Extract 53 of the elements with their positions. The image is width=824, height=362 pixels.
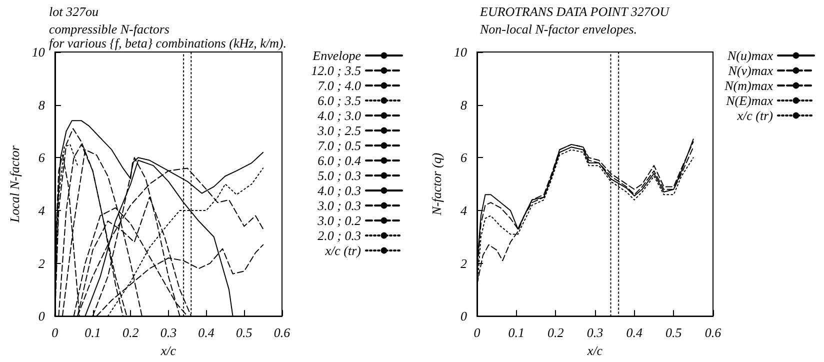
x-tick-label: 0.4 xyxy=(626,325,643,340)
legend-label: 7.0 ; 0.5 xyxy=(318,138,362,153)
legend-label: 6.0 ; 3.5 xyxy=(318,93,362,108)
legend-label: N(u)max xyxy=(726,48,774,63)
y-axis-title: N-factor (q) xyxy=(429,152,444,216)
legend-label: 3.0 ; 0.2 xyxy=(316,213,362,228)
x-tick-label: 0 xyxy=(52,325,59,340)
y-tick-label: 10 xyxy=(454,44,468,60)
legend-label: N(E)max xyxy=(725,93,774,108)
legend-label: 6.0 ; 0.4 xyxy=(318,153,362,168)
x-tick-label: 0.3 xyxy=(586,325,604,340)
legend-label: N(m)max xyxy=(724,78,774,93)
y-tick-label: 8 xyxy=(38,97,46,112)
y-tick-label: 6 xyxy=(460,150,468,166)
y-tick-label: 2 xyxy=(38,256,46,271)
y-tick-label: 4 xyxy=(38,202,46,218)
y-tick-label: 4 xyxy=(460,202,468,218)
legend-label: 3.0 ; 0.3 xyxy=(316,198,362,213)
x-tick-label: 0.4 xyxy=(198,325,215,340)
x-tick-label: 0.6 xyxy=(704,325,722,340)
y-tick-label: 10 xyxy=(32,44,46,60)
x-tick-label: 0.5 xyxy=(236,325,253,340)
x-tick-label: 0.6 xyxy=(274,325,291,340)
y-tick-label: 0 xyxy=(38,308,46,324)
x-tick-label: 0.2 xyxy=(122,325,140,340)
legend-label: 5.0 ; 0.3 xyxy=(318,168,362,183)
x-tick-label: 0.1 xyxy=(84,325,101,340)
legend-label: 12.0 ; 3.5 xyxy=(311,63,362,78)
legend-label: 4.0 ; 0.3 xyxy=(318,183,362,198)
y-axis-title: Local N-factor xyxy=(7,144,22,224)
x-axis-title: x/c xyxy=(586,343,603,358)
y-tick-label: 0 xyxy=(460,308,468,324)
y-tick-label: 8 xyxy=(460,97,468,112)
x-tick-label: 0.1 xyxy=(508,325,524,340)
x-tick-label: 0.2 xyxy=(548,325,564,340)
x-axis-title: x/c xyxy=(160,343,176,358)
legend-label: 4.0 ; 3.0 xyxy=(318,108,362,123)
legend-label: x/c (tr) xyxy=(736,108,773,123)
y-tick-label: 2 xyxy=(460,256,468,271)
x-tick-label: 0.5 xyxy=(666,325,682,340)
y-tick-label: 6 xyxy=(38,150,46,166)
legend-label: Envelope xyxy=(312,48,362,63)
x-tick-label: 0.3 xyxy=(160,325,178,340)
legend-label: x/c (tr) xyxy=(324,243,361,258)
chart-subtitle: compressible N-factors for various {f, beta} combinations (kHz, k/m). xyxy=(49,22,287,50)
legend-label: 2.0 ; 0.3 xyxy=(318,228,362,243)
legend-label: 3.0 ; 2.5 xyxy=(316,123,362,138)
x-tick-label: 0 xyxy=(474,325,481,340)
chart-title: EUROTRANS DATA POINT 327OU xyxy=(479,4,671,19)
chart-title: lot 327ou xyxy=(49,4,99,19)
legend-label: N(v)max xyxy=(727,63,774,78)
legend-label: 7.0 ; 4.0 xyxy=(318,78,362,93)
chart-subtitle: Non-local N-factor envelopes. xyxy=(479,22,638,36)
